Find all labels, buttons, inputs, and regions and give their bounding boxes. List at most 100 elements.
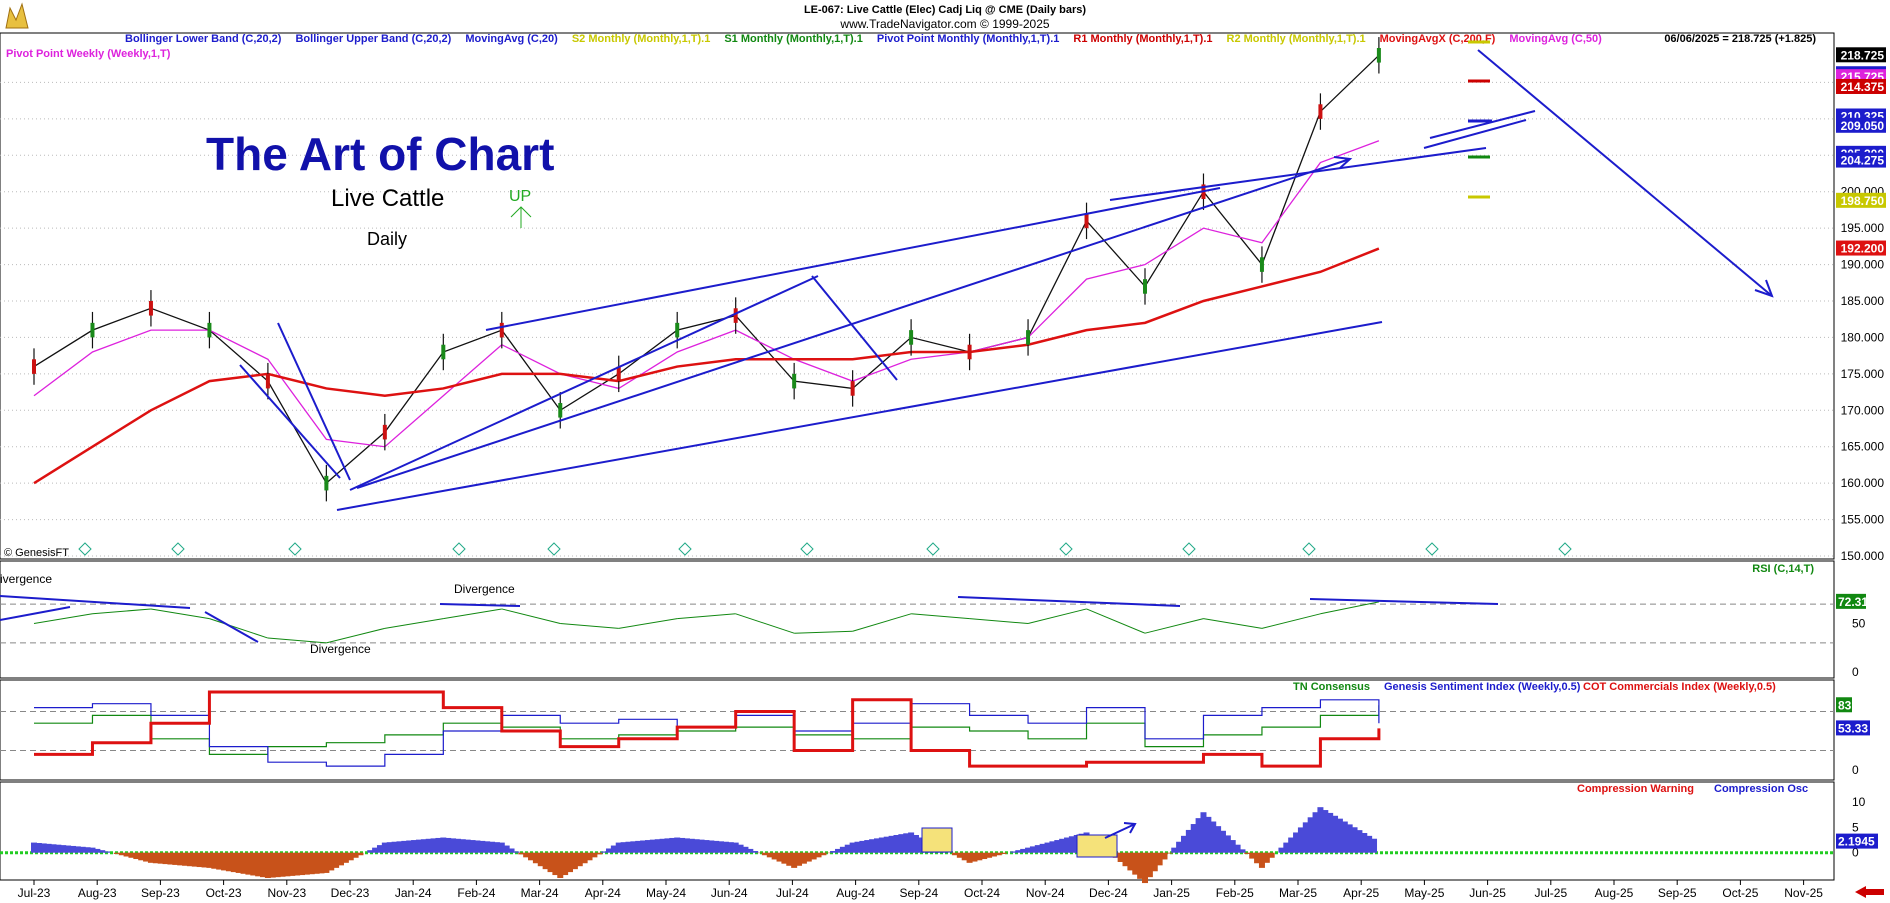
compression-bar xyxy=(644,840,651,853)
compression-bar xyxy=(523,852,530,858)
x-tick-label: Nov-25 xyxy=(1784,886,1823,900)
y-tick-label: 185.000 xyxy=(1841,294,1885,308)
compression-bar xyxy=(454,838,461,853)
compression-bar xyxy=(805,852,812,862)
compression-bar xyxy=(878,837,885,853)
compression-bar xyxy=(489,841,496,853)
compression-legend-item: Compression Warning xyxy=(1577,783,1694,795)
compression-bar xyxy=(766,852,773,858)
sentiment-last-box xyxy=(1836,720,1870,736)
divergence-label: ivergence xyxy=(0,572,52,586)
compression-bar xyxy=(1229,840,1236,853)
price-candle xyxy=(1259,257,1264,272)
price-tag-label: 192.200 xyxy=(1841,242,1885,256)
compression-bar xyxy=(961,852,968,861)
compression-bar xyxy=(1171,847,1178,853)
price-series-line xyxy=(33,54,1380,485)
compression-bar xyxy=(191,852,198,867)
compression-bar xyxy=(352,852,359,858)
price-candle xyxy=(324,475,329,491)
compression-bar xyxy=(201,852,208,868)
compression-bar xyxy=(571,852,578,870)
compression-bar xyxy=(445,837,452,853)
compression-bar xyxy=(761,852,768,856)
x-tick-label: Dec-23 xyxy=(331,886,370,900)
trend-lines xyxy=(239,49,1774,511)
price-candle xyxy=(207,322,212,338)
compression-bar xyxy=(211,852,218,869)
compression-bar xyxy=(1322,810,1329,853)
y-tick-label: 165.000 xyxy=(1841,440,1885,454)
legend-item: MovingAvg (C,50) xyxy=(1509,33,1602,45)
compression-bar xyxy=(1302,822,1309,853)
compression-bar xyxy=(640,840,647,853)
price-candle xyxy=(558,403,563,418)
price-series-line xyxy=(33,247,1380,485)
compression-bar xyxy=(1166,852,1173,854)
compression-bar xyxy=(250,852,257,876)
compression-bar xyxy=(698,839,705,853)
compression-bar xyxy=(99,850,106,853)
compression-bar xyxy=(147,852,154,863)
compression-bar xyxy=(333,852,340,868)
sentiment-legend-item: Genesis Sentiment Index (Weekly,0.5) xyxy=(1384,681,1581,693)
compression-bar xyxy=(225,852,232,872)
compression-bar xyxy=(966,852,973,863)
price-candle xyxy=(1318,104,1323,119)
trend-line xyxy=(1109,147,1487,201)
compression-bar xyxy=(1059,838,1066,853)
compression-bar xyxy=(89,847,96,853)
divergence-label: Divergence xyxy=(310,642,371,656)
compression-bar xyxy=(605,848,612,853)
rsi-segment xyxy=(911,613,970,620)
compression-bar xyxy=(532,852,539,864)
x-tick-label: Feb-24 xyxy=(457,886,495,900)
x-tick-label: Nov-23 xyxy=(267,886,306,900)
chart-timeframe: Daily xyxy=(367,229,407,249)
compression-bar xyxy=(406,840,413,853)
compression-bar xyxy=(849,842,856,853)
compression-bar xyxy=(1332,815,1339,853)
x-tick-label: Dec-24 xyxy=(1089,886,1128,900)
compression-bar xyxy=(883,836,890,853)
compression-bar xyxy=(1361,832,1368,853)
monthly-pivot-levels xyxy=(1468,40,1492,199)
price-tag: 214.375 xyxy=(1836,78,1886,94)
x-tick-label: Sep-24 xyxy=(899,886,938,900)
scroll-left-arrow-icon[interactable] xyxy=(1855,886,1884,898)
sentiment-last-box xyxy=(1836,697,1852,713)
compression-bar xyxy=(157,852,164,864)
compression-bar xyxy=(269,852,276,878)
rsi-segment xyxy=(326,627,385,644)
compression-bar xyxy=(1278,847,1285,853)
rsi-segment xyxy=(969,618,1029,624)
price-candle xyxy=(909,330,914,345)
compression-bar xyxy=(1151,852,1158,872)
arrow-icon xyxy=(1123,822,1137,834)
compression-bar xyxy=(1161,852,1168,860)
compression-bar xyxy=(1219,830,1226,853)
compression-bar xyxy=(172,852,179,865)
price-tag-box xyxy=(1836,47,1886,63)
rsi-last-box xyxy=(1836,593,1866,609)
compression-bar xyxy=(128,852,135,858)
x-tick-label: Apr-25 xyxy=(1343,886,1379,900)
rsi-segment xyxy=(1027,608,1087,624)
compression-bar xyxy=(289,852,296,876)
price-candle xyxy=(616,366,621,382)
compression-bar xyxy=(162,852,169,865)
compression-bar xyxy=(679,837,686,853)
compression-bar xyxy=(898,834,905,853)
compression-bar xyxy=(133,852,140,860)
trend-line xyxy=(336,321,1383,511)
compression-bar xyxy=(820,852,827,856)
compression-highlights xyxy=(921,822,1137,858)
compression-bar xyxy=(245,852,252,875)
legend-item: S1 Monthly (Monthly,1,T).1 xyxy=(724,33,863,45)
compression-bar xyxy=(503,845,510,853)
compression-bar xyxy=(547,852,554,873)
x-tick-label: Aug-24 xyxy=(836,886,875,900)
x-tick-label: Nov-24 xyxy=(1026,886,1065,900)
compression-bar xyxy=(552,852,559,876)
